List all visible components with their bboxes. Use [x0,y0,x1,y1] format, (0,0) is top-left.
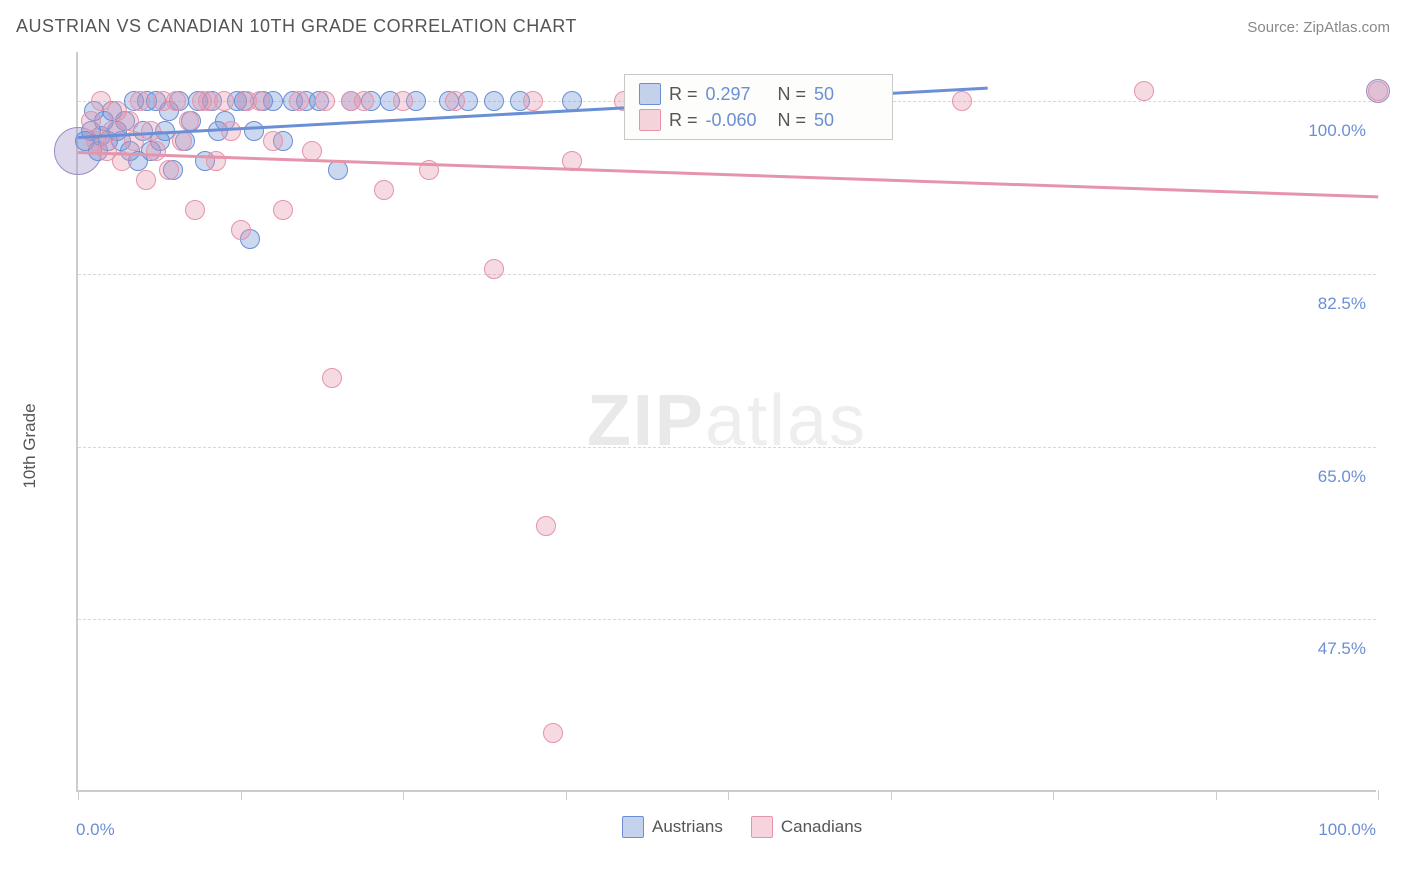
legend-n-value: 50 [814,84,878,105]
x-tick [566,790,567,800]
y-tick-label: 82.5% [1318,294,1366,314]
series-name: Austrians [652,817,723,837]
gridline [78,274,1376,275]
data-point [159,160,179,180]
data-point [214,91,234,111]
legend-n-value: 50 [814,110,878,131]
data-point [536,516,556,536]
legend-swatch [639,109,661,131]
data-point [374,180,394,200]
data-point [136,170,156,190]
x-tick [78,790,79,800]
data-point [354,91,374,111]
legend-swatch [622,816,644,838]
correlation-legend: R = 0.297 N = 50 R = -0.060 N = 50 [624,74,893,140]
data-point [523,91,543,111]
series-legend-item: Austrians [622,816,723,838]
source-name: ZipAtlas.com [1303,19,1390,36]
data-point [543,723,563,743]
chart-plot: ZIPatlas 100.0% 82.5% 65.0% 47.5% R = 0.297 N … [76,52,1376,792]
data-point [445,91,465,111]
series-name: Canadians [781,817,862,837]
data-point [328,160,348,180]
x-tick [728,790,729,800]
x-tick [1378,790,1379,800]
data-point [263,131,283,151]
x-tick [403,790,404,800]
source-prefix: Source: [1247,19,1299,36]
y-axis-label: 10th Grade [20,403,40,488]
plot-area: ZIPatlas 100.0% 82.5% 65.0% 47.5% R = 0.297 N … [76,52,1376,792]
legend-r-prefix: R = [669,110,698,131]
x-tick [1216,790,1217,800]
series-legend-item: Canadians [751,816,862,838]
data-point [289,91,309,111]
x-label-min: 0.0% [76,820,115,840]
legend-r-value: -0.060 [706,110,770,131]
data-point [484,259,504,279]
gridline [78,619,1376,620]
data-point [185,200,205,220]
data-point [952,91,972,111]
legend-n-prefix: N = [778,110,807,131]
data-point [231,220,251,240]
x-tick [891,790,892,800]
data-point [119,111,139,131]
data-point [250,91,270,111]
watermark-light: atlas [705,381,867,461]
legend-n-prefix: N = [778,84,807,105]
data-point [146,141,166,161]
source-attribution: Source: ZipAtlas.com [1247,19,1390,36]
y-tick-label: 47.5% [1318,639,1366,659]
watermark-bold: ZIP [587,381,705,461]
data-point [166,91,186,111]
legend-r-prefix: R = [669,84,698,105]
y-tick-label: 65.0% [1318,467,1366,487]
gridline [78,447,1376,448]
data-point [179,111,199,131]
trend-line [78,151,1378,198]
data-point [172,131,192,151]
data-point [393,91,413,111]
data-point [81,111,101,131]
legend-r-value: 0.297 [706,84,770,105]
data-point [273,200,293,220]
data-point [244,121,264,141]
data-point [206,151,226,171]
watermark: ZIPatlas [587,380,867,462]
data-point [1368,81,1388,101]
y-tick-label: 100.0% [1308,121,1366,141]
legend-row: R = -0.060 N = 50 [639,107,878,133]
legend-swatch [751,816,773,838]
legend-swatch [639,83,661,105]
x-tick [241,790,242,800]
data-point [484,91,504,111]
data-point [315,91,335,111]
chart-title: AUSTRIAN VS CANADIAN 10TH GRADE CORRELAT… [16,16,577,37]
series-legend: Austrians Canadians [622,816,862,838]
data-point [322,368,342,388]
legend-row: R = 0.297 N = 50 [639,81,878,107]
x-label-max: 100.0% [1318,820,1376,840]
data-point [1134,81,1154,101]
data-point [302,141,322,161]
data-point [130,91,150,111]
x-tick [1053,790,1054,800]
